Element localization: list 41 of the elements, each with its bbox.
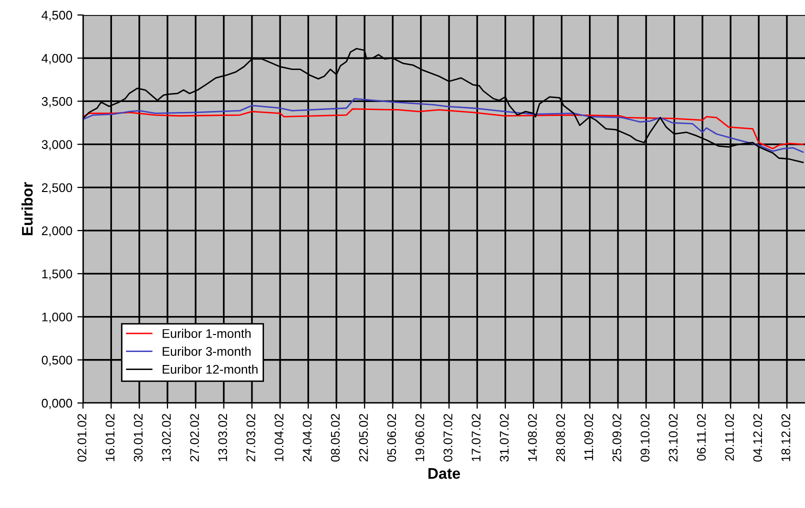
y-tick-label: 2,500 [42, 183, 72, 194]
legend-label: Euribor 3-month [162, 346, 251, 356]
x-tick-label: 24.04.02 [302, 414, 312, 462]
y-tick-label: 3,000 [42, 140, 72, 150]
x-tick-label: 13.02.02 [162, 414, 171, 462]
x-tick-label: 27.03.02 [246, 414, 256, 462]
x-tick-label: 27.02.02 [190, 414, 199, 462]
x-tick-label: 05.06.02 [387, 414, 396, 462]
x-tick-label: 31.07.02 [500, 414, 509, 462]
y-tick-label: 4,500 [42, 10, 72, 22]
y-tick-label: 4,000 [42, 54, 72, 64]
y-tick-label: 1,000 [42, 312, 72, 323]
x-tick-label: 30.01.02 [134, 414, 143, 462]
x-tick-label: 28.08.02 [556, 414, 566, 462]
x-tick-label: 19.06.02 [415, 414, 424, 462]
x-tick-label: 11.09.02 [584, 414, 594, 460]
y-tick-label: 0,500 [42, 356, 72, 366]
x-tick-label: 20.11.02 [725, 414, 734, 461]
y-tick-label: 1,500 [42, 269, 72, 280]
x-tick-label: 14.08.02 [528, 414, 537, 462]
legend-label: Euribor 12-month [162, 364, 258, 374]
x-axis-title: Date [428, 468, 460, 479]
x-tick-label: 23.10.02 [668, 414, 678, 462]
y-axis-title: Euribor [22, 182, 33, 236]
x-tick-label: 08.05.02 [330, 414, 340, 462]
x-tick-label: 13.03.02 [218, 414, 228, 462]
y-tick-label: 0,000 [42, 398, 72, 410]
y-tick-label: 3,500 [42, 97, 72, 108]
x-tick-label: 02.01.02 [78, 414, 86, 462]
y-tick-label: 2,000 [42, 226, 72, 237]
x-tick-label: 18.12.02 [781, 414, 790, 462]
x-tick-label: 16.01.02 [106, 414, 115, 462]
x-tick-label: 10.04.02 [274, 414, 284, 462]
x-tick-label: 22.05.02 [359, 414, 368, 462]
x-tick-label: 06.11.02 [696, 414, 706, 461]
x-tick-label: 03.07.02 [444, 414, 452, 462]
legend-label: Euribor 1-month [162, 328, 251, 338]
x-tick-label: 09.10.02 [640, 414, 650, 462]
x-tick-label: 04.12.02 [753, 414, 762, 462]
x-tick-label: 17.07.02 [472, 414, 481, 462]
x-tick-label: 25.09.02 [612, 414, 622, 462]
